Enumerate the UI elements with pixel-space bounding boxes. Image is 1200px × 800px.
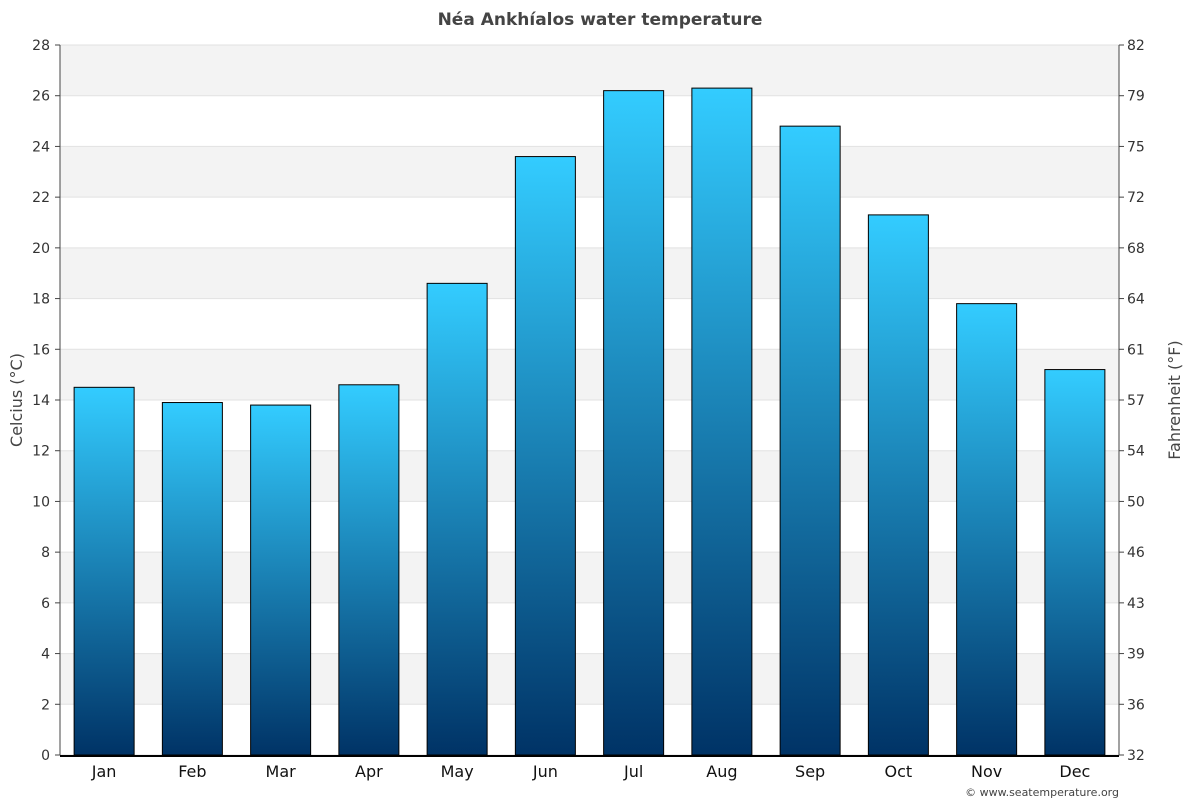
grid-band xyxy=(60,552,1119,603)
bar-sep xyxy=(779,125,841,756)
y2-tick-label: 68 xyxy=(1127,241,1145,257)
x-tick-label: Jun xyxy=(532,762,558,781)
bar-oct xyxy=(867,214,929,756)
y-tick-label: 24 xyxy=(32,139,50,155)
x-tick-label: Jan xyxy=(91,762,117,781)
grid-band xyxy=(60,653,1119,705)
y2-tick-label: 64 xyxy=(1127,292,1145,308)
bar-jul xyxy=(603,90,665,756)
y2-axis-title: Fahrenheit (°F) xyxy=(1165,340,1184,459)
y2-tick-label: 82 xyxy=(1127,38,1145,54)
y-tick-label: 6 xyxy=(41,596,50,612)
y2-tick-label: 75 xyxy=(1127,139,1145,155)
bar-apr xyxy=(338,384,400,756)
x-tick-label: May xyxy=(441,762,474,781)
bar-aug xyxy=(691,87,753,756)
bar-dec xyxy=(1044,369,1106,756)
y-tick-label: 16 xyxy=(32,342,50,358)
y-tick-label: 22 xyxy=(32,190,50,206)
y2-tick-label: 61 xyxy=(1127,342,1145,358)
x-tick-label: Sep xyxy=(795,762,825,781)
y2-tick-label: 50 xyxy=(1127,494,1145,510)
x-tick-label: Nov xyxy=(971,762,1002,781)
y-tick-label: 0 xyxy=(41,748,50,764)
credit-text: © www.seatemperature.org xyxy=(965,786,1119,799)
grid-bands xyxy=(60,45,1119,705)
y-tick-label: 4 xyxy=(41,647,50,663)
y2-tick-label: 46 xyxy=(1127,545,1145,561)
grid-band xyxy=(60,45,1119,96)
y2-axis-ticks: 32 36 39 43 46 50 54 57 61 64 68 72 75 79 82 xyxy=(1119,38,1145,764)
x-axis-ticks: Jan Feb Mar Apr May Jun Jul Aug Sep Oct Nov Dec xyxy=(91,762,1091,781)
y2-tick-label: 79 xyxy=(1127,89,1145,105)
y2-tick-label: 72 xyxy=(1127,190,1145,206)
x-tick-label: Apr xyxy=(355,762,383,781)
y-tick-label: 2 xyxy=(41,697,50,713)
bars xyxy=(73,87,1106,756)
y2-tick-label: 43 xyxy=(1127,596,1145,612)
grid-band xyxy=(60,247,1119,299)
bar-mar xyxy=(250,404,312,756)
y-tick-label: 28 xyxy=(32,38,50,54)
y-tick-label: 8 xyxy=(41,545,50,561)
bar-jun xyxy=(514,156,576,756)
x-tick-label: Dec xyxy=(1059,762,1090,781)
x-tick-label: Mar xyxy=(266,762,297,781)
y2-tick-label: 54 xyxy=(1127,444,1145,460)
x-tick-label: Aug xyxy=(706,762,737,781)
y2-tick-label: 39 xyxy=(1127,647,1145,663)
y2-tick-label: 57 xyxy=(1127,393,1145,409)
x-tick-label: Feb xyxy=(178,762,206,781)
x-tick-label: Jul xyxy=(623,762,643,781)
grid-band xyxy=(60,349,1119,400)
bar-jan xyxy=(73,386,135,756)
grid-band xyxy=(60,146,1119,198)
chart-title: Néa Ankhíalos water temperature xyxy=(438,10,763,30)
y-tick-label: 10 xyxy=(32,494,50,510)
bar-nov xyxy=(956,303,1018,756)
x-tick-label: Oct xyxy=(885,762,913,781)
y2-tick-label: 36 xyxy=(1127,697,1145,713)
y-tick-label: 20 xyxy=(32,241,50,257)
grid-band xyxy=(60,450,1119,502)
y-axis-title: Celcius (°C) xyxy=(7,353,26,447)
y-tick-label: 26 xyxy=(32,89,50,105)
bar-feb xyxy=(161,402,223,756)
y-tick-label: 14 xyxy=(32,393,50,409)
y-tick-label: 12 xyxy=(32,444,50,460)
bar-may xyxy=(426,282,488,756)
y-tick-label: 18 xyxy=(32,292,50,308)
y2-tick-label: 32 xyxy=(1127,748,1145,764)
